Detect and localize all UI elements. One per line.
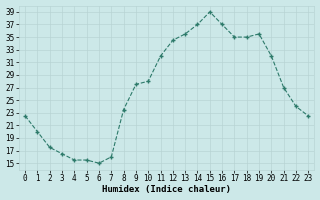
X-axis label: Humidex (Indice chaleur): Humidex (Indice chaleur) <box>102 185 231 194</box>
